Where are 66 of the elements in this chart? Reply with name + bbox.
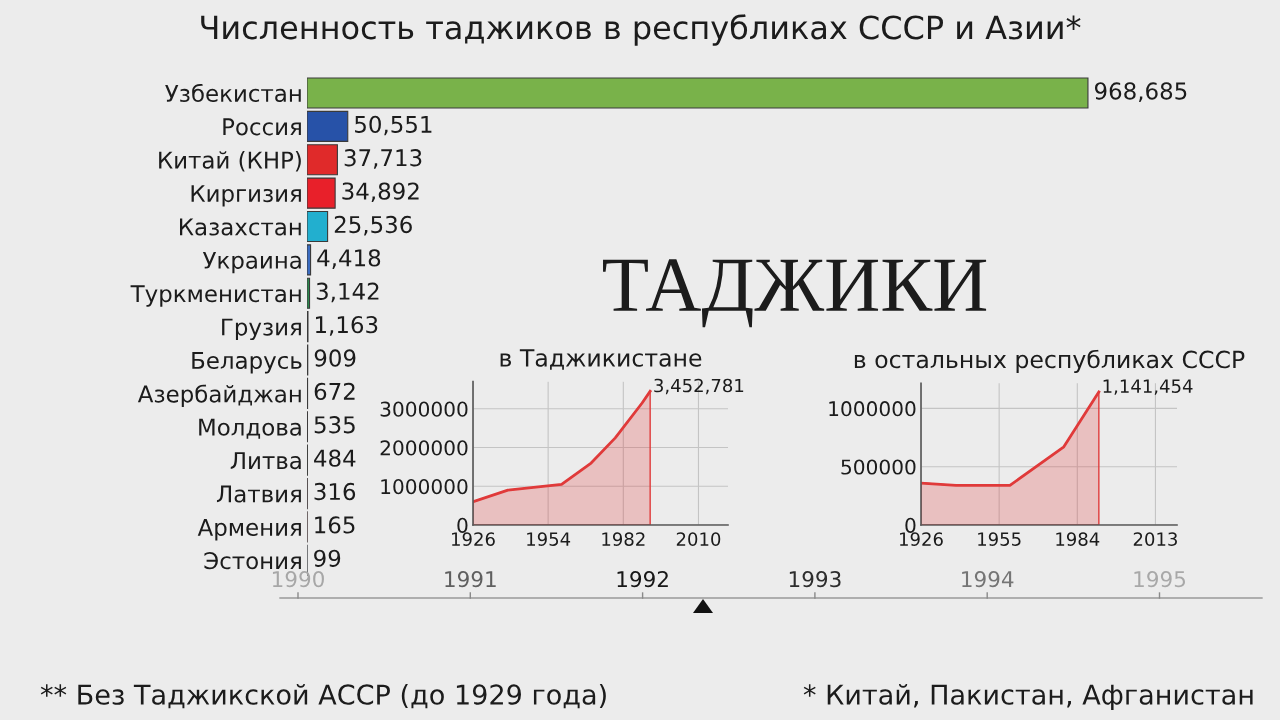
x-tick-label: 1926 — [900, 532, 943, 546]
bar — [307, 110, 349, 142]
y-tick-label: Украина — [202, 251, 301, 274]
annotation: 1993 — [789, 570, 841, 588]
y-tick-label: 1000000 — [829, 401, 916, 417]
x-tick-label: 2013 — [1133, 532, 1177, 546]
y-tick-label: Беларусь — [192, 352, 302, 374]
y-tick-label: Россия — [223, 118, 301, 136]
data-label: 165 — [315, 516, 355, 534]
annotation: 1992 — [617, 570, 668, 588]
data-label: 50,551 — [355, 115, 432, 136]
data-label: 1,141,454 — [1103, 379, 1193, 395]
x-tick-label: 1926 — [452, 532, 495, 546]
data-label: 4,418 — [317, 249, 381, 269]
x-tick-label: 2010 — [676, 532, 721, 546]
bar — [307, 144, 338, 176]
text: * Китай, Пакистан, Афганистан — [803, 684, 1253, 711]
annotation: 1991 — [445, 570, 496, 588]
y-tick-label: Туркменистан — [130, 285, 301, 307]
y-tick-label: Китай (КНР) — [159, 151, 301, 172]
x-tick-label: 1954 — [527, 532, 571, 546]
chart-title: Численность таджиков в республиках СССР и Азии* — [201, 14, 1081, 46]
annotation: ТАДЖИКИ — [603, 259, 987, 328]
chart-title: в Таджикистане — [500, 349, 702, 370]
y-tick-label: Эстония — [204, 552, 301, 570]
y-tick-label: 500000 — [841, 459, 916, 475]
x-tick-label: 1984 — [1056, 532, 1100, 546]
y-tick-label: Киргизия — [191, 185, 301, 207]
y-tick-label: 0 — [905, 517, 916, 533]
annotation: 1990 — [272, 570, 324, 588]
bar — [307, 210, 329, 243]
y-tick-label: 3000000 — [380, 401, 468, 417]
data-label: 25,536 — [334, 215, 412, 236]
bar — [307, 177, 336, 209]
y-tick-label: Армения — [197, 518, 301, 541]
text: ** Без Таджикской АССР (до 1929 года) — [40, 683, 606, 709]
y-tick-label: Узбекистан — [165, 83, 301, 103]
data-label: 3,142 — [316, 282, 379, 303]
chart-title: в остальных республиках СССР — [854, 349, 1245, 373]
data-label: 909 — [314, 349, 356, 367]
y-tick-label: Литва — [230, 452, 301, 470]
y-tick-label: Латвия — [216, 485, 301, 503]
text: 1995 — [1134, 570, 1186, 588]
x-tick-label: 1955 — [978, 532, 1021, 546]
annotation: 1994 — [962, 570, 1014, 588]
y-tick-label: 0 — [457, 517, 468, 533]
y-tick-label: 1000000 — [381, 478, 468, 495]
data-label: 535 — [314, 416, 355, 434]
y-tick-label: 2000000 — [380, 440, 468, 456]
data-label: 37,713 — [344, 149, 422, 169]
y-tick-label: Молдова — [199, 418, 301, 439]
data-label: 968,685 — [1094, 82, 1187, 102]
bar — [307, 277, 311, 309]
y-tick-label: Азербайджан — [137, 384, 301, 408]
data-label: 34,892 — [342, 182, 419, 203]
data-label: 1,163 — [316, 315, 378, 336]
data-label: 672 — [314, 382, 355, 401]
data-label: 99 — [314, 549, 341, 567]
bar — [307, 244, 312, 276]
x-tick-label: 1982 — [602, 532, 645, 546]
data-label: 316 — [314, 482, 356, 501]
y-tick-label: Грузия — [222, 318, 301, 341]
bar — [307, 77, 1089, 109]
data-label: 484 — [314, 449, 356, 467]
data-label: 3,452,781 — [654, 378, 744, 395]
y-tick-label: Казахстан — [180, 218, 301, 236]
